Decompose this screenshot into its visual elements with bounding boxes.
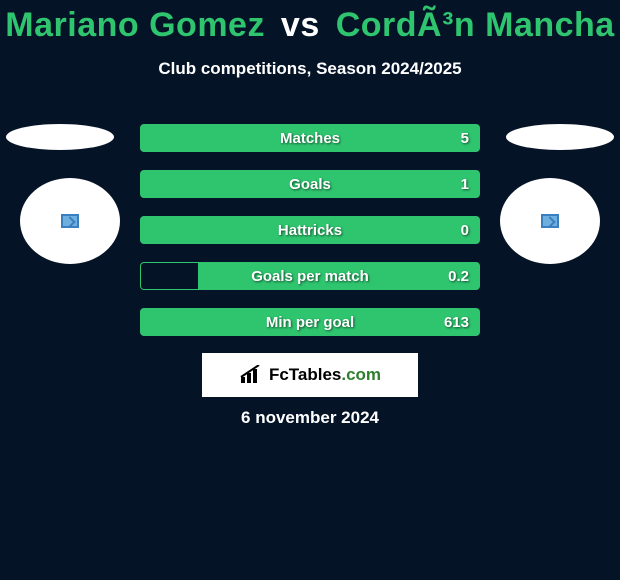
brand-name: FcTables [269, 365, 341, 384]
stats-panel: Matches 5 Goals 1 Hattricks 0 Goals per … [140, 124, 480, 354]
stat-left-fill [141, 263, 198, 289]
placeholder-icon [541, 214, 559, 228]
brand-banner[interactable]: FcTables.com [202, 353, 418, 397]
brand-suffix: .com [341, 365, 381, 384]
stat-value: 0 [461, 222, 469, 239]
chart-icon [239, 365, 265, 385]
season-subtitle: Club competitions, Season 2024/2025 [0, 59, 620, 79]
stat-label: Goals per match [251, 268, 369, 285]
stat-label: Goals [289, 176, 331, 193]
stat-row: Hattricks 0 [140, 216, 480, 244]
placeholder-icon [61, 214, 79, 228]
stat-row: Goals per match 0.2 [140, 262, 480, 290]
vs-text: vs [281, 6, 320, 44]
stat-row: Min per goal 613 [140, 308, 480, 336]
player2-placeholder-top [506, 124, 614, 150]
stat-value: 613 [444, 314, 469, 331]
stat-label: Min per goal [266, 314, 354, 331]
stat-value: 0.2 [448, 268, 469, 285]
stat-label: Matches [280, 130, 340, 147]
player1-name: Mariano Gomez [5, 6, 265, 44]
stat-row: Goals 1 [140, 170, 480, 198]
brand-text: FcTables.com [269, 365, 381, 385]
player1-club-badge [20, 178, 120, 264]
comparison-title: Mariano Gomez vs CordÃ³n Mancha [0, 0, 620, 45]
footer-date: 6 november 2024 [0, 408, 620, 428]
stat-row: Matches 5 [140, 124, 480, 152]
stat-label: Hattricks [278, 222, 342, 239]
player2-club-badge [500, 178, 600, 264]
player2-name: CordÃ³n Mancha [336, 6, 615, 44]
stat-value: 5 [461, 130, 469, 147]
stat-value: 1 [461, 176, 469, 193]
player1-placeholder-top [6, 124, 114, 150]
